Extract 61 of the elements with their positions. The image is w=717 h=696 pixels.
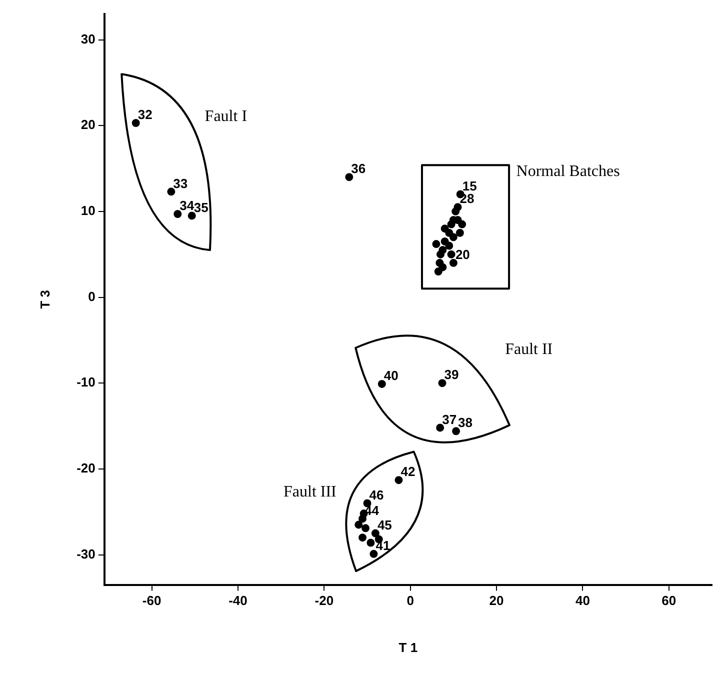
point [452, 427, 460, 436]
point [370, 550, 378, 558]
annotation: 38 [458, 415, 472, 430]
annotation: 39 [444, 367, 459, 382]
x-tick-label: 40 [575, 593, 590, 608]
annotation: Normal Batches [516, 163, 620, 180]
point [452, 207, 460, 216]
y-tick-label: -20 [76, 460, 96, 476]
annotation: 36 [351, 161, 366, 176]
point [432, 240, 440, 248]
x-tick-label: -20 [314, 593, 334, 608]
point [358, 534, 367, 542]
point [447, 250, 456, 258]
point [394, 476, 403, 484]
x-tick-label: -40 [228, 593, 248, 608]
annotation: 37 [442, 412, 457, 427]
point [438, 246, 447, 254]
y-axis-title: T 3 [37, 290, 52, 309]
point [371, 529, 380, 538]
point [378, 380, 386, 388]
y-tick-label: -10 [76, 374, 96, 390]
point [362, 524, 370, 532]
annotation: 15 [462, 178, 477, 194]
annotation: 32 [138, 107, 152, 122]
y-tick-label: -30 [76, 546, 96, 562]
annotation: 35 [194, 200, 208, 215]
point [188, 212, 196, 220]
point [132, 119, 140, 128]
point [358, 514, 367, 523]
point [345, 173, 354, 182]
y-tick-label: 30 [80, 31, 96, 46]
point [438, 263, 447, 272]
point [174, 210, 182, 218]
annotation: 45 [377, 517, 392, 532]
annotation: 20 [455, 247, 470, 262]
point [436, 424, 444, 432]
point [456, 228, 464, 237]
y-tick-label: 0 [88, 288, 96, 304]
point [449, 233, 458, 242]
y-tick-label: 10 [80, 203, 96, 218]
x-tick-label: 60 [662, 593, 676, 608]
x-tick-label: 0 [406, 593, 414, 608]
annotation: Fault I [204, 108, 248, 126]
annotation: 40 [384, 368, 398, 384]
x-axis-title: T 1 [398, 640, 418, 655]
annotation: 34 [180, 198, 195, 214]
point [354, 520, 363, 529]
annotation: Fault II [505, 340, 553, 358]
point [445, 242, 454, 250]
point [440, 224, 449, 233]
annotation: Fault III [284, 483, 336, 500]
x-tick-label: -60 [142, 593, 162, 608]
annotation: 42 [400, 464, 416, 480]
annotation: 33 [173, 176, 188, 191]
x-tick-label: 20 [489, 593, 504, 608]
point [438, 379, 446, 388]
y-tick-label: 20 [80, 117, 96, 132]
point [366, 538, 375, 547]
point [167, 188, 176, 196]
point [449, 258, 458, 267]
annotation: 46 [369, 487, 384, 502]
